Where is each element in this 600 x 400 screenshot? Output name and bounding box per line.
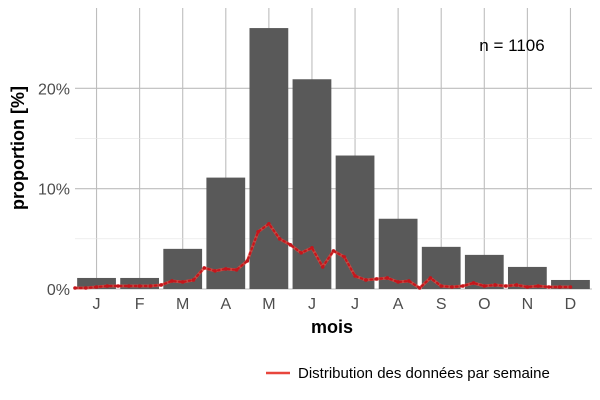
x-tick-label: J — [308, 296, 316, 313]
weekly-point — [267, 221, 271, 226]
bar — [292, 79, 332, 289]
bars — [77, 28, 590, 289]
weekly-point — [202, 266, 207, 270]
weekly-point — [320, 265, 325, 269]
x-tick-label: F — [135, 296, 145, 313]
weekly-point — [180, 280, 185, 284]
x-tick-label: A — [393, 296, 404, 313]
weekly-point — [288, 243, 293, 247]
weekly-point — [94, 285, 99, 289]
bar — [335, 155, 375, 289]
weekly-point — [547, 285, 551, 289]
weekly-point — [364, 278, 368, 282]
weekly-point — [127, 284, 131, 288]
bar — [249, 28, 289, 289]
weekly-point — [213, 269, 217, 273]
weekly-point — [170, 279, 174, 283]
weekly-point — [385, 276, 390, 280]
weekly-point — [245, 259, 250, 263]
weekly-point — [234, 268, 239, 272]
weekly-point — [83, 286, 88, 290]
bar — [421, 246, 461, 289]
bar — [551, 279, 590, 289]
weekly-point — [137, 284, 142, 288]
weekly-point — [482, 284, 487, 288]
weekly-point — [374, 277, 379, 281]
weekly-point — [159, 283, 163, 287]
weekly-point — [428, 276, 433, 280]
weekly-point — [439, 284, 444, 288]
weekly-point — [471, 281, 476, 285]
weekly-point — [299, 251, 303, 255]
x-tick-label: S — [436, 296, 447, 313]
weekly-point — [223, 267, 228, 271]
y-tick-label: 10% — [38, 182, 70, 199]
weekly-point — [450, 285, 454, 289]
weekly-point — [568, 285, 573, 289]
weekly-point — [536, 284, 540, 288]
bar — [120, 277, 160, 289]
x-tick-label: D — [565, 296, 577, 313]
weekly-point — [342, 255, 347, 259]
weekly-point — [277, 237, 282, 241]
weekly-point — [191, 278, 196, 282]
weekly-point — [525, 285, 530, 289]
x-tick-label: M — [176, 296, 189, 313]
x-tick-label: N — [522, 296, 534, 313]
bar — [77, 277, 116, 289]
y-tick-label: 20% — [38, 81, 70, 98]
weekly-point — [504, 284, 508, 288]
x-tick-label: O — [478, 296, 490, 313]
weekly-point — [460, 284, 465, 288]
weekly-point — [396, 280, 400, 284]
weekly-point — [105, 284, 110, 288]
bar — [507, 266, 547, 289]
weekly-point — [493, 283, 497, 287]
weekly-point — [557, 285, 562, 289]
y-axis-ticks: 0% 10% 20% — [38, 81, 70, 299]
weekly-point — [407, 279, 411, 283]
x-tick-label: J — [351, 296, 359, 313]
weekly-point — [73, 286, 77, 290]
weekly-point — [417, 286, 422, 290]
x-tick-label: J — [93, 296, 101, 313]
weekly-point — [310, 246, 314, 250]
legend-label: Distribution des données par semaine — [298, 365, 550, 382]
weekly-point — [256, 229, 260, 234]
x-tick-label: M — [262, 296, 275, 313]
x-tick-label: A — [220, 296, 231, 313]
bar — [206, 177, 246, 289]
sample-size-annotation: n = 1106 — [479, 36, 544, 55]
weekly-point — [116, 284, 120, 288]
weekly-distribution-series — [73, 221, 573, 290]
weekly-point — [353, 274, 357, 278]
legend: Distribution des données par semaine — [266, 365, 550, 382]
y-tick-label: 0% — [47, 282, 70, 299]
y-axis-title: proportion [%] — [8, 86, 28, 210]
weekly-point — [331, 249, 336, 253]
weekly-point — [514, 283, 519, 287]
weekly-point — [148, 284, 153, 288]
x-axis-title: mois — [311, 317, 353, 337]
